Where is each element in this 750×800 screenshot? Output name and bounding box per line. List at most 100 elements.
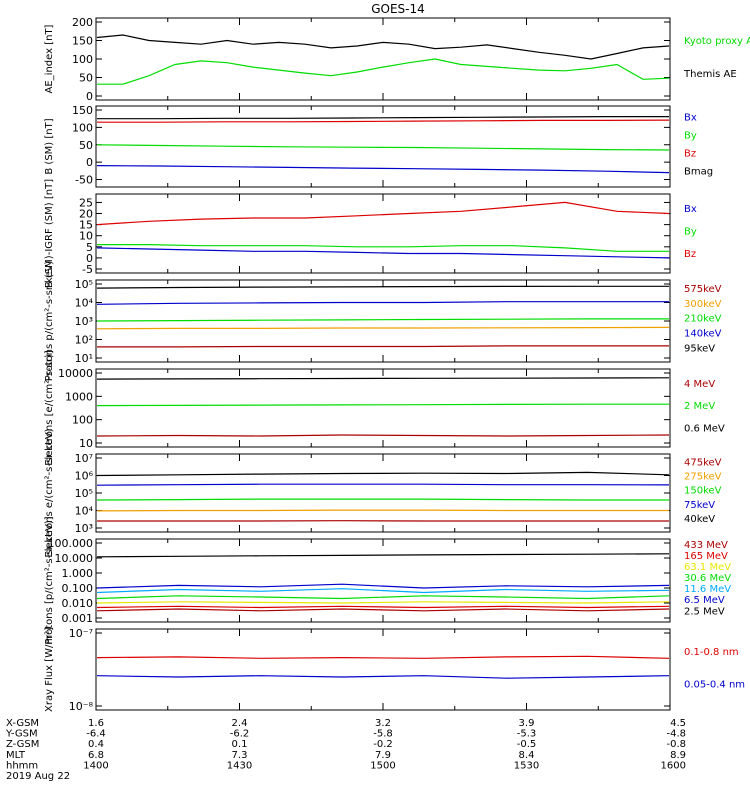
ephemeris-value: -6.2 [230,729,250,740]
series-line [96,301,669,305]
ephemeris-value: 0.1 [232,739,248,750]
legend-label: 0.6 MeV [684,423,725,434]
legend-label: 150keV [684,486,722,497]
series-line [96,608,670,612]
ephemeris-row-label: Z-GSM [6,739,39,750]
y-tick-label: 150 [72,35,93,48]
legend-label: 0.05-0.4 nm [684,679,745,690]
legend-label: 75keV [684,500,715,511]
series-line [97,58,670,85]
panel-7: 0.001 0.010 0.100 1.000 10.000 100.000Protons… [44,516,731,644]
y-tick-label: 10³ [75,315,93,328]
ephemeris-value: 8.9 [670,750,686,761]
legend-label: 63.1 MeV [684,562,731,573]
ephemeris-value: -6.4 [86,729,106,740]
series-line [96,498,669,501]
series-line [96,377,670,380]
legend-label: 275keV [684,472,722,483]
y-tick-label: 10000 [58,367,93,380]
y-tick-label: 10⁵ [75,278,93,291]
y-axis-label: Xray Flux [W/m²] [44,627,55,712]
legend-label: Kyoto proxy AE [684,36,750,47]
legend-label: Bx [684,112,697,123]
legend-label: 575keV [684,284,722,295]
y-tick-label: 50 [79,139,93,152]
ephemeris-value: 1500 [370,760,395,771]
y-tick-label: 0 [86,156,93,169]
y-tick-label: 10³ [75,522,93,535]
y-tick-label: 10⁷ [75,452,93,465]
series-line [96,285,669,289]
y-tick-label: 5 [86,241,93,254]
y-tick-label: 100.000 [48,537,94,550]
y-tick-label: 10 [79,437,93,450]
y-tick-label: 10¹ [75,352,93,365]
ephemeris-row-label: MLT [6,750,26,761]
panel-8: 10⁻⁸ 10⁻⁷ Xray Flux [W/m²] 0.1-0.8 nm 0.05-0… [44,627,745,713]
legend-label: 140keV [684,329,722,340]
series-line [96,318,669,322]
ephemeris-value: -4.8 [666,729,686,740]
y-tick-label: 100 [72,53,93,66]
series-line [96,201,670,226]
ephemeris-value: -0.5 [517,739,537,750]
ephemeris-value: -0.2 [373,739,393,750]
ephemeris-value: 8.4 [519,750,535,761]
y-tick-label: 15 [79,219,93,232]
panel-frame [95,628,671,711]
y-axis-label: Protons [p/(cm²-s-sr-keV)] [44,516,55,644]
legend-label: 30.6 MeV [684,573,731,584]
legend-label: Bmag [684,166,713,177]
y-tick-label: 10.000 [55,552,94,565]
ephemeris-row-label: 2019 Aug 22 [6,771,70,782]
series-line [97,119,670,123]
ephemeris-value: 2.4 [232,718,248,729]
y-tick-label: 10² [75,334,93,347]
legend-label: 210keV [684,314,722,325]
y-tick-label: 0.100 [62,582,94,595]
y-tick-label: -5 [82,263,93,276]
ephemeris-value: 6.8 [88,750,104,761]
legend-label: 95keV [684,344,715,355]
panel-6: 10³ 10⁴ 10⁵ 10⁶ 10⁷ Electrons e/(cm²-s-sr-keV… [44,428,722,557]
ephemeris-value: 1.6 [88,718,104,729]
legend-label: 0.1-0.8 nm [684,647,739,658]
series-line [96,326,670,330]
ephemeris-row-label: X-GSM [6,718,39,729]
series-line [97,345,669,348]
y-tick-label: 200 [72,16,93,29]
y-tick-label: 100 [72,121,93,134]
y-tick-label: 0.010 [62,597,94,610]
series-line [96,403,669,407]
y-tick-label: 150 [72,104,93,117]
y-tick-label: 10⁴ [75,297,94,310]
y-tick-label: -50 [75,174,93,187]
legend-label: 11.6 MeV [684,584,731,595]
y-tick-label: 100 [72,414,93,427]
series-line [96,483,670,486]
panel-4: 10¹ 10² 10³ 10⁴ 10⁵ Protons p/(cm²-s-sr-keV) 5… [44,261,722,382]
ephemeris-value: 1400 [83,760,108,771]
y-axis-label: Electrons e/(cm²-s-sr-keV) [44,428,55,557]
ephemeris-value: 1430 [227,760,252,771]
y-axis-label: B (SM)-IGRF (SM) [nT] [44,179,55,288]
y-tick-label: 10⁻⁸ [69,700,94,713]
chart-title: GOES-14 [371,2,425,16]
legend-label: Themis AE [683,69,737,80]
series-line [96,509,669,512]
y-tick-label: 1000 [65,390,93,403]
series-line [96,588,670,594]
series-line [96,583,670,589]
series-line [96,34,670,60]
ephemeris-value: 7.3 [232,750,248,761]
series-line [96,165,670,174]
y-tick-label: 0.001 [62,612,94,625]
legend-label: Bz [684,148,696,159]
legend-label: 2 MeV [684,401,715,412]
y-tick-label: 10 [79,230,93,243]
y-axis-label: Protons p/(cm²-s-sr-keV) [44,261,55,382]
ephemeris-value: -0.8 [666,739,686,750]
legend-label: 40keV [684,514,715,525]
